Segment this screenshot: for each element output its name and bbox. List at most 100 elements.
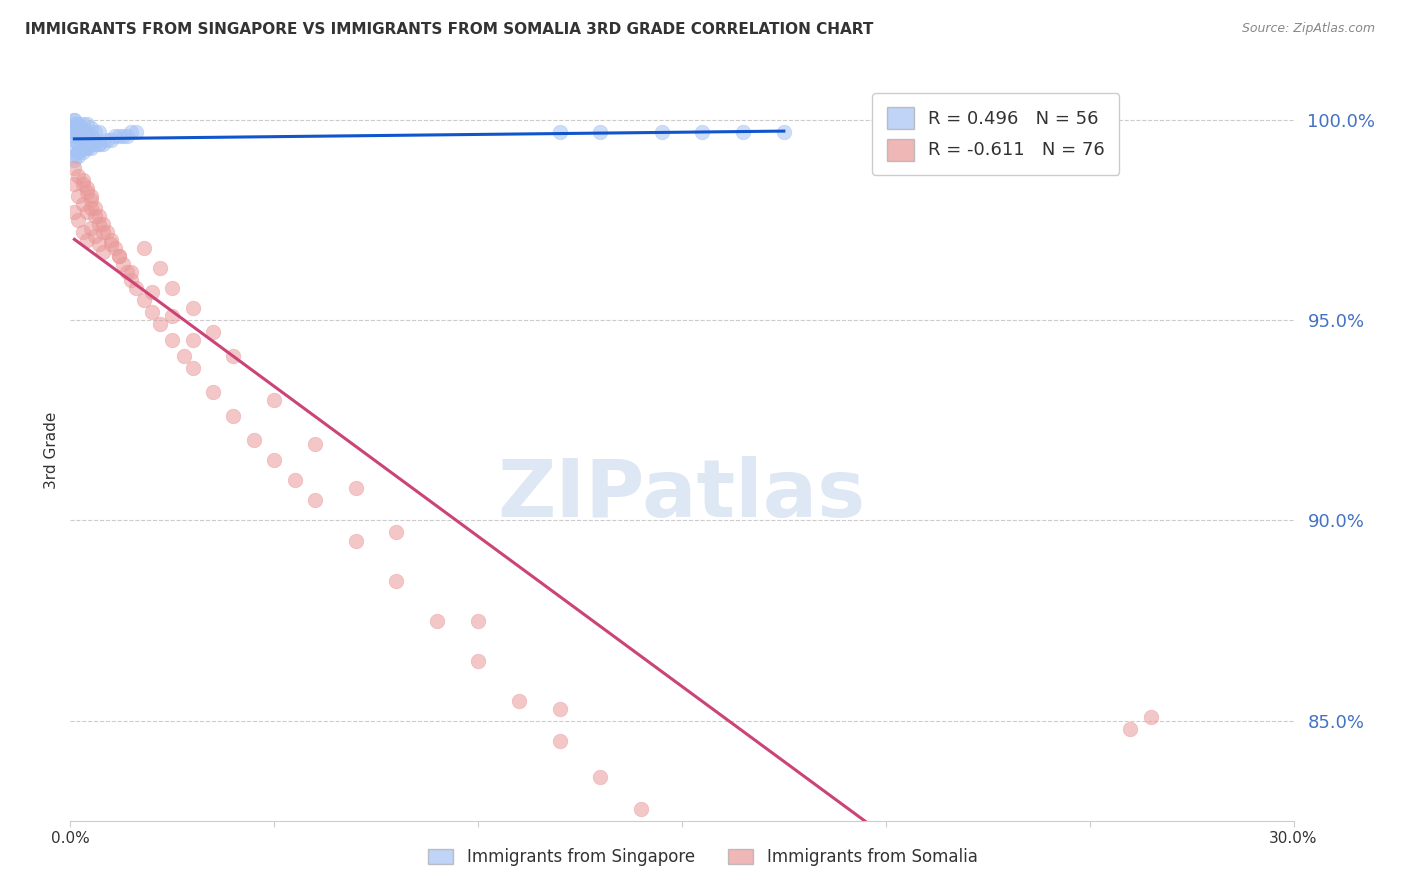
- Point: [181, 301, 204, 316]
- Point: [63, 149, 86, 163]
- Point: [263, 393, 285, 408]
- Point: [467, 614, 489, 628]
- Point: [426, 614, 449, 628]
- Point: [181, 334, 204, 348]
- Point: [181, 361, 204, 376]
- Point: [91, 218, 114, 232]
- Point: [79, 121, 103, 136]
- Legend: R = 0.496   N = 56, R = -0.611   N = 76: R = 0.496 N = 56, R = -0.611 N = 76: [872, 93, 1119, 175]
- Point: [76, 186, 98, 200]
- Point: [72, 121, 94, 136]
- Point: [162, 310, 183, 324]
- Point: [67, 145, 90, 160]
- Point: [100, 133, 122, 147]
- Point: [67, 137, 90, 152]
- Point: [132, 293, 155, 308]
- Point: [548, 125, 571, 139]
- Point: [87, 137, 110, 152]
- Point: [72, 129, 94, 144]
- Point: [117, 129, 139, 144]
- Point: [108, 249, 131, 263]
- Point: [162, 281, 183, 295]
- Point: [72, 133, 94, 147]
- Point: [83, 229, 105, 244]
- Point: [91, 225, 114, 239]
- Point: [222, 350, 245, 364]
- Point: [117, 265, 139, 279]
- Point: [344, 533, 367, 548]
- Point: [87, 137, 110, 152]
- Point: [304, 437, 326, 451]
- Point: [76, 141, 98, 155]
- Point: [222, 409, 245, 424]
- Point: [79, 202, 103, 216]
- Point: [202, 326, 225, 340]
- Point: [121, 273, 143, 287]
- Point: [76, 181, 98, 195]
- Point: [63, 133, 86, 147]
- Point: [589, 770, 612, 784]
- Point: [76, 133, 98, 147]
- Point: [162, 334, 183, 348]
- Point: [1139, 709, 1161, 723]
- Point: [112, 129, 135, 144]
- Point: [63, 161, 86, 176]
- Point: [108, 249, 131, 263]
- Point: [112, 257, 135, 271]
- Point: [67, 189, 90, 203]
- Text: Source: ZipAtlas.com: Source: ZipAtlas.com: [1241, 22, 1375, 36]
- Point: [67, 125, 90, 139]
- Point: [79, 194, 103, 208]
- Point: [83, 210, 105, 224]
- Point: [508, 693, 530, 707]
- Point: [63, 113, 86, 128]
- Point: [67, 121, 90, 136]
- Point: [91, 245, 114, 260]
- Y-axis label: 3rd Grade: 3rd Grade: [44, 412, 59, 489]
- Point: [79, 221, 103, 235]
- Point: [63, 153, 86, 168]
- Point: [141, 305, 163, 319]
- Point: [284, 474, 307, 488]
- Point: [72, 141, 94, 155]
- Point: [104, 129, 127, 144]
- Point: [72, 225, 94, 239]
- Point: [132, 241, 155, 255]
- Point: [173, 350, 195, 364]
- Point: [67, 129, 90, 144]
- Point: [83, 137, 105, 152]
- Point: [630, 802, 652, 816]
- Point: [385, 525, 408, 540]
- Point: [589, 125, 612, 139]
- Point: [63, 129, 86, 144]
- Point: [100, 237, 122, 252]
- Point: [63, 178, 86, 192]
- Point: [79, 141, 103, 155]
- Point: [385, 574, 408, 588]
- Point: [304, 493, 326, 508]
- Point: [690, 125, 713, 139]
- Point: [467, 654, 489, 668]
- Point: [121, 125, 143, 139]
- Point: [243, 434, 266, 448]
- Point: [72, 173, 94, 187]
- Point: [1119, 722, 1142, 736]
- Point: [87, 218, 110, 232]
- Point: [63, 117, 86, 131]
- Point: [79, 129, 103, 144]
- Point: [76, 233, 98, 247]
- Point: [104, 241, 127, 255]
- Legend: Immigrants from Singapore, Immigrants from Somalia: Immigrants from Singapore, Immigrants fr…: [420, 840, 986, 875]
- Point: [149, 261, 172, 276]
- Point: [650, 125, 672, 139]
- Point: [67, 145, 90, 160]
- Point: [733, 125, 755, 139]
- Point: [124, 281, 146, 295]
- Point: [100, 233, 122, 247]
- Point: [87, 125, 110, 139]
- Point: [63, 141, 86, 155]
- Point: [76, 205, 98, 219]
- Point: [72, 145, 94, 160]
- Point: [67, 149, 90, 163]
- Point: [79, 137, 103, 152]
